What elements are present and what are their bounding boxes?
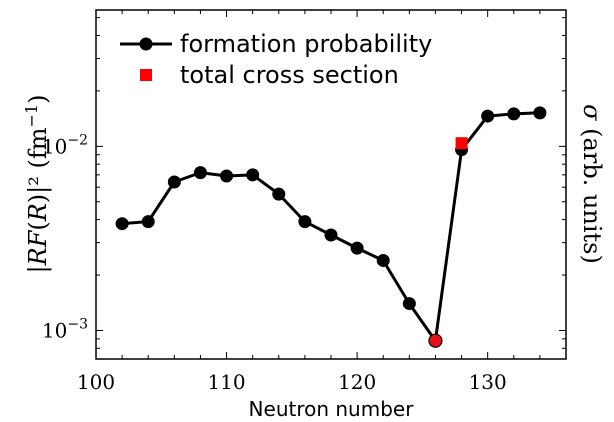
formation-probability-point — [533, 106, 547, 120]
x-tick-label: 120 — [338, 370, 376, 394]
y-tick-label: 10−3 — [42, 316, 88, 342]
formation-probability-point — [507, 107, 521, 121]
formation-probability-point — [167, 175, 181, 189]
formation-probability-line — [121, 111, 540, 343]
axis-ticks — [95, 10, 567, 360]
formation-probability-point — [324, 228, 338, 242]
formation-probability-point — [298, 215, 312, 229]
formation-probability-point — [272, 187, 286, 201]
formation-probability-point — [220, 169, 234, 183]
formation-probability-point — [193, 166, 207, 180]
formation-probability-point — [481, 109, 495, 123]
x-tick-label: 100 — [77, 370, 115, 394]
series-lines — [121, 111, 540, 343]
formation-probability-point — [350, 241, 364, 255]
legend: formation probability total cross sectio… — [120, 30, 432, 89]
legend-marker-formation — [139, 37, 153, 51]
legend-marker-cross-section — [140, 69, 152, 81]
y-axis-label-left: |RF(R)|² (fm−1) — [22, 95, 53, 274]
x-tick-label: 130 — [469, 370, 507, 394]
y-tick-label: 10−2 — [42, 132, 88, 158]
series-points — [115, 106, 547, 348]
formation-probability-point — [376, 253, 390, 267]
y-axis-label-right: σ (arb. units) — [578, 104, 606, 264]
x-axis-label: Neutron number — [249, 397, 415, 421]
formation-probability-point — [141, 215, 155, 229]
legend-label-formation: formation probability — [180, 30, 432, 58]
formation-probability-point — [246, 168, 260, 182]
axis-tick-labels: 100 110 120 130 10−2 10−3 — [42, 132, 507, 394]
legend-label-cross-section: total cross section — [180, 61, 399, 89]
formation-probability-point — [402, 297, 416, 311]
formation-probability-point-highlight — [428, 333, 443, 348]
total-cross-section-point — [455, 137, 468, 150]
x-tick-label: 110 — [207, 370, 245, 394]
formation-probability-point — [115, 217, 129, 231]
